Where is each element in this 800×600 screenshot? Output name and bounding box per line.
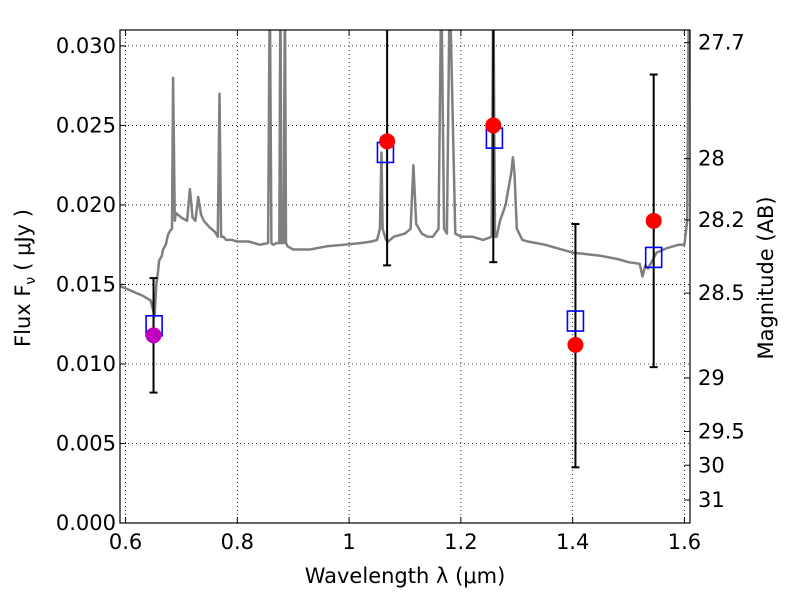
y-tick-label: 0.000 — [56, 511, 116, 535]
x-axis-title: Wavelength λ (μm) — [305, 564, 506, 588]
spectrum-line — [120, 30, 690, 318]
model-point — [566, 310, 585, 332]
y-tick-label: 0.015 — [56, 272, 116, 296]
x-tick-label: 1.2 — [444, 530, 477, 554]
y2-tick-label: 28.5 — [698, 281, 745, 305]
x-tick-label: 1.4 — [556, 530, 589, 554]
spectrum-series — [120, 30, 690, 318]
y2-tick-label: 30 — [698, 453, 725, 477]
observed-point — [645, 212, 662, 229]
y2-tick-label: 29 — [698, 366, 725, 390]
observed-point — [145, 327, 162, 344]
y2-tick-label: 31 — [698, 488, 725, 512]
y2-tick-label: 28.2 — [698, 208, 745, 232]
y-axis-title-sub: ν — [23, 277, 39, 285]
x-tick-label: 0.6 — [109, 530, 142, 554]
y2-tick-label: 28 — [698, 147, 725, 171]
x-tick-label: 1 — [342, 530, 355, 554]
observed-point — [567, 336, 584, 353]
y-axis-title-unit: ( μJy ) — [11, 209, 35, 271]
x-tick-label: 0.8 — [221, 530, 254, 554]
y-tick-label: 0.030 — [56, 34, 116, 58]
model-point — [644, 246, 663, 269]
ticks: 0.6 0.8 1 1.2 1.4 1.6 0.000 0.005 0.010 0.015 0.02… — [56, 30, 745, 554]
y-tick-label: 0.025 — [56, 113, 116, 137]
y-tick-label: 0.010 — [56, 352, 116, 376]
plot-background — [120, 30, 690, 523]
y-tick-label: 0.020 — [56, 193, 116, 217]
y2-tick-label: 27.7 — [698, 31, 745, 55]
y-axis-title-main: Flux F — [11, 285, 35, 347]
grid — [120, 30, 690, 523]
y2-axis-title: Magnitude (AB) — [754, 196, 778, 359]
x-tick-label: 1.6 — [668, 530, 701, 554]
y-tick-label: 0.005 — [56, 431, 116, 455]
observed-points — [145, 117, 662, 353]
plot-frame — [119, 29, 691, 524]
svg-text:Flux Fν( μJy ): Flux Fν ( μJy ) — [11, 209, 39, 347]
y-axis-title: Flux Fν ( μJy ) — [11, 209, 39, 347]
y2-tick-label: 29.5 — [698, 419, 745, 443]
observed-point — [379, 133, 396, 150]
observed-point — [485, 117, 502, 134]
